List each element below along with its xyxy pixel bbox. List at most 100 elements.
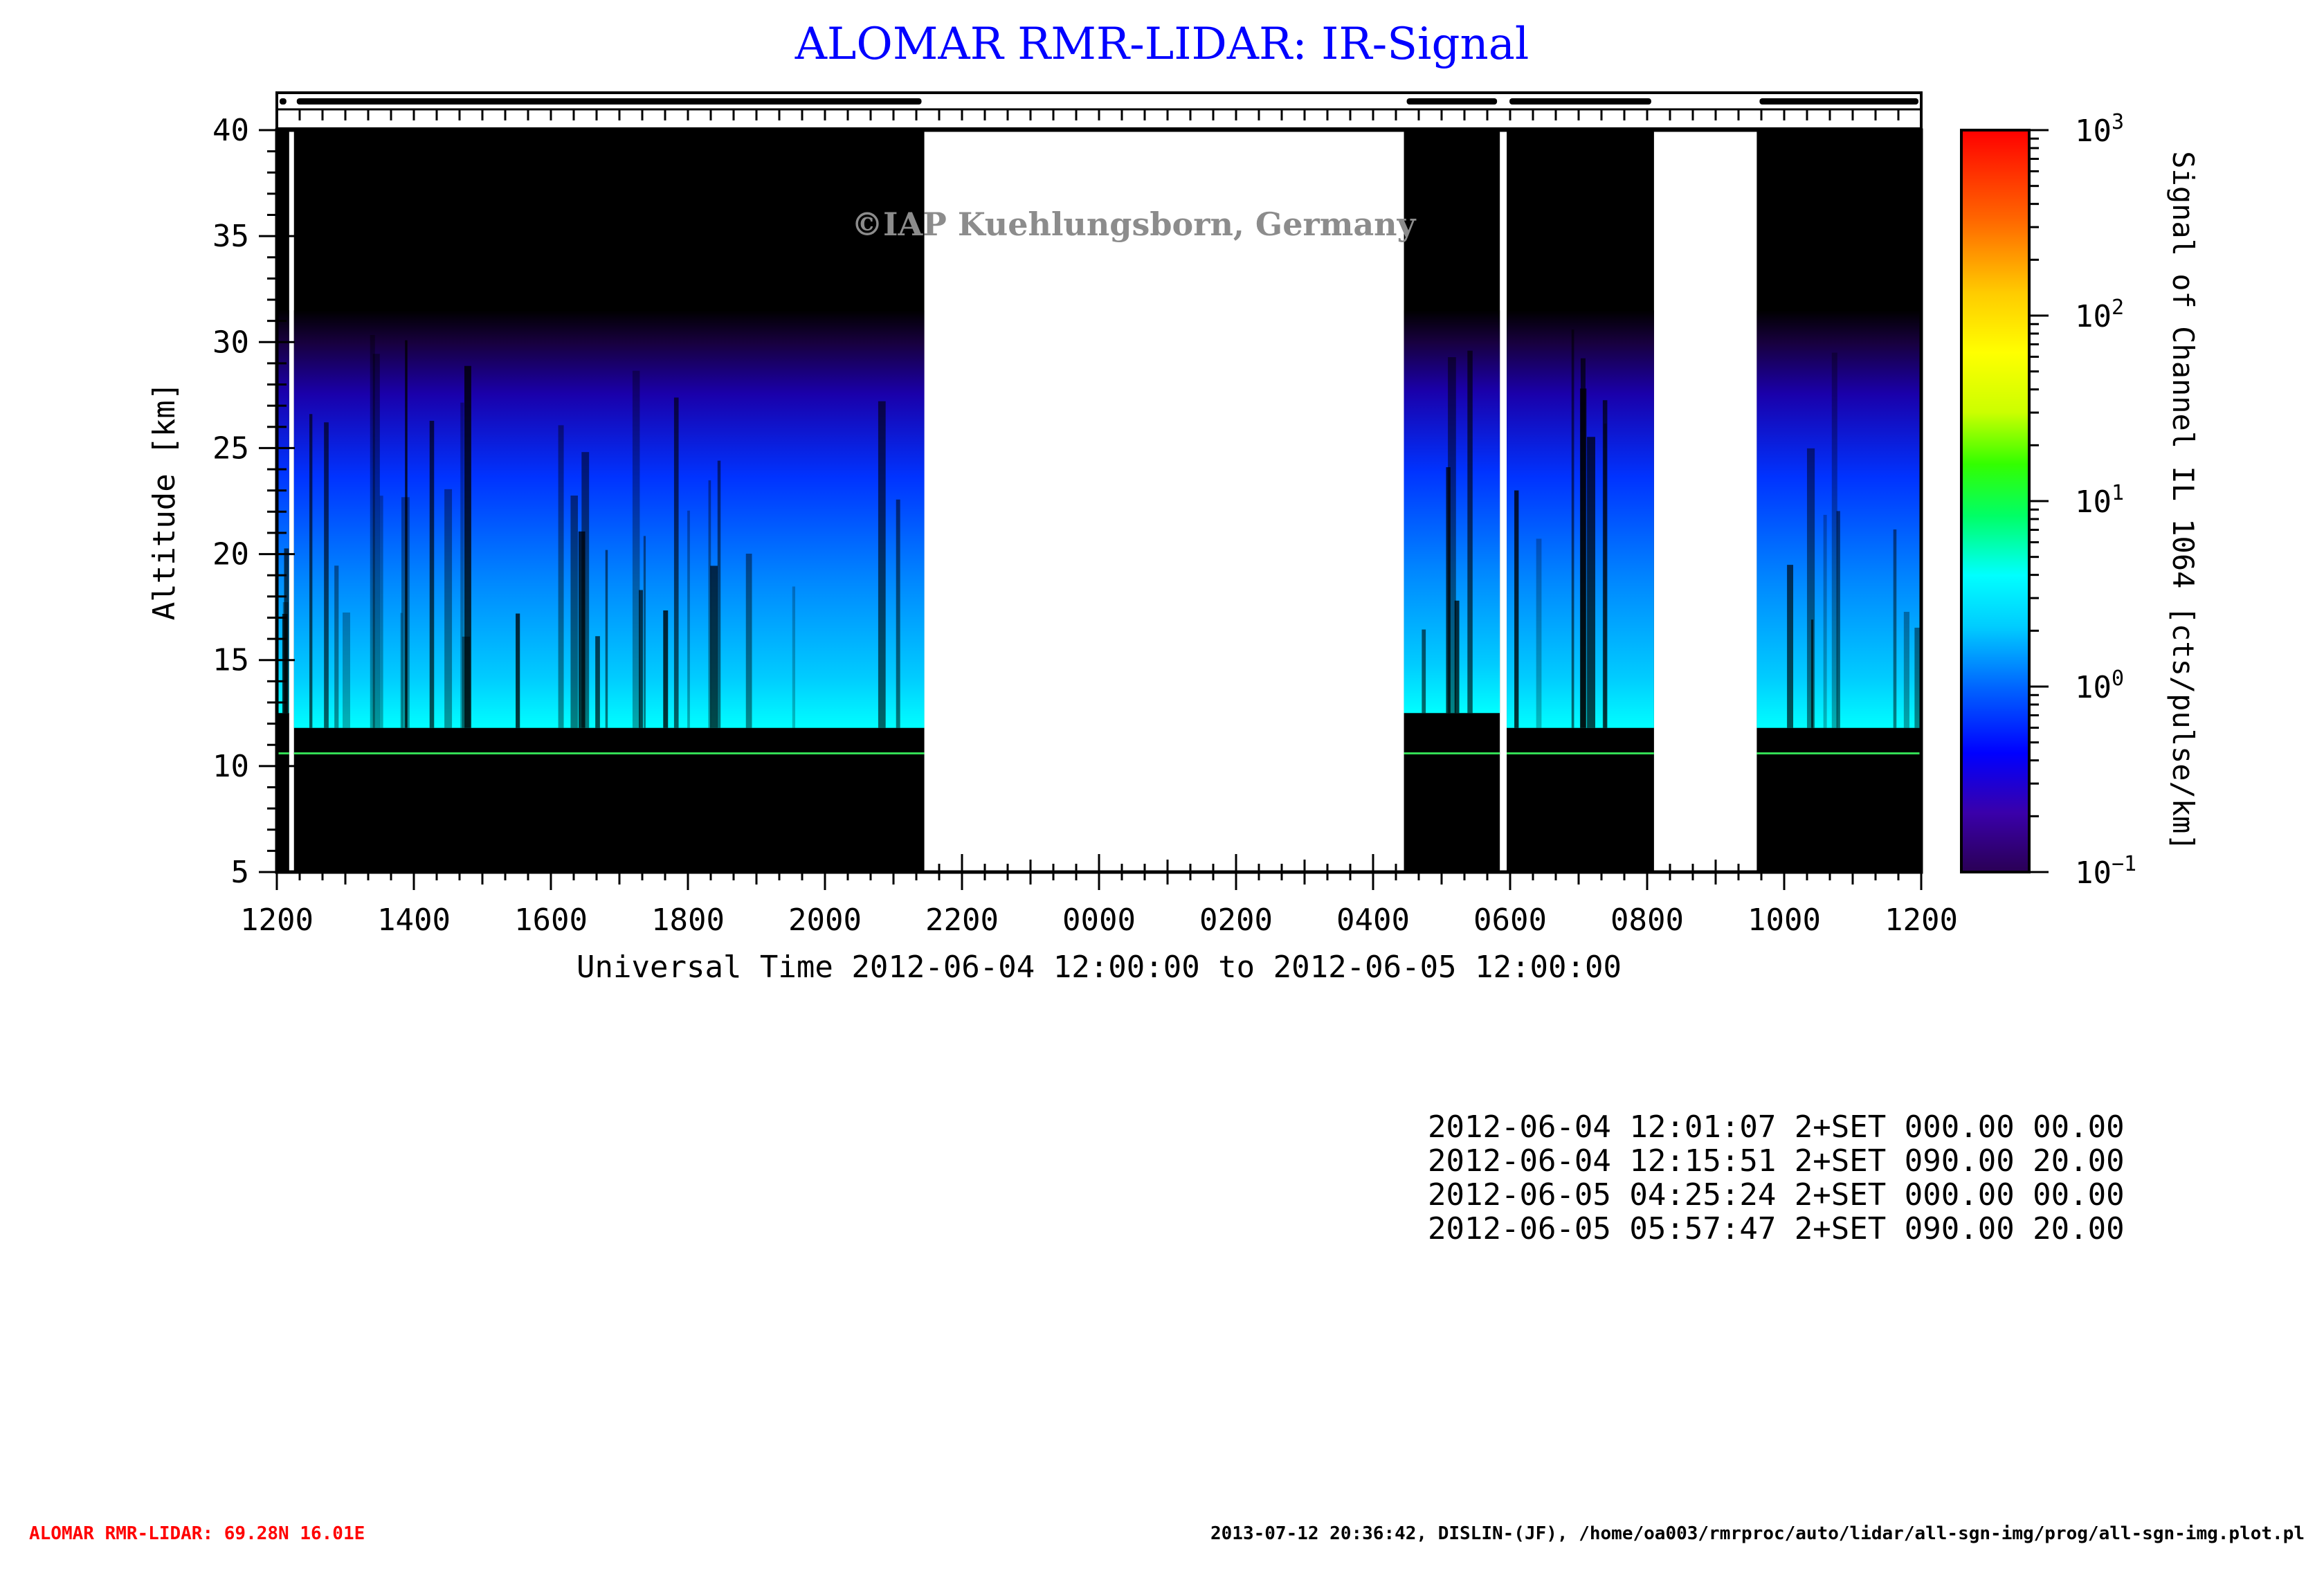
x-tick-label: 0400 [1336,903,1410,938]
colorbar-tick-label: 101 [2075,481,2124,520]
signal-streak [1602,400,1608,728]
coverage-bar [1406,98,1498,105]
signal-streak [570,496,578,728]
signal-band [1404,310,1500,714]
y-tick-label: 10 [212,749,249,784]
signal-streak [792,586,796,728]
signal-streak [1806,448,1815,728]
y-tick-label: 5 [231,855,250,890]
y-tick-label: 15 [212,643,249,678]
watermark: ©IAP Kuehlungsborn, Germany [851,206,1417,243]
y-axis-label: Altitude [km] [147,382,182,620]
signal-streak [878,401,886,728]
info-line: 2012-06-04 12:15:51 2+SET 090.00 20.00 [1428,1143,2125,1179]
signal-streak [460,402,464,728]
x-tick-label: 1400 [377,903,451,938]
signal-band [293,310,925,728]
signal-streak [462,636,471,728]
y-tick-label: 35 [212,219,249,254]
x-tick-label: 1200 [240,903,314,938]
y-tick-label: 30 [212,325,249,360]
y-axis: 5 10 15 20 25 30 35 40 [212,113,295,890]
footer-station: ALOMAR RMR-LIDAR: 69.28N 16.01E [29,1523,365,1544]
signal-streak [1536,538,1542,728]
x-tick-label: 0600 [1473,903,1547,938]
signal-streak [401,497,410,728]
x-tick-label: 0200 [1199,903,1273,938]
info-line: 2012-06-04 12:01:07 2+SET 000.00 00.00 [1428,1109,2125,1145]
y-tick-label: 25 [212,430,249,466]
signal-streak [632,370,640,728]
colorbar-tick-label: 100 [2075,666,2124,705]
signal-streak [708,480,711,728]
signal-streak [1810,619,1814,728]
signal-streak [1893,529,1897,728]
signal-streak [1604,424,1607,728]
signal-streak [1448,357,1456,714]
colorbar-ticks: 103 102 101 100 10−1 [2029,110,2136,891]
coverage-bar [1759,98,1918,105]
signal-streak [1831,352,1837,728]
signal-streak [1422,629,1426,714]
signal-streak [663,610,669,728]
signal-streak [405,340,408,728]
y-tick-label: 40 [212,113,249,148]
info-block: 2012-06-04 12:01:07 2+SET 000.00 00.00 2… [1428,1109,2125,1246]
signal-streak [379,496,383,728]
signal-streak [1903,612,1909,728]
signal-streak [464,365,471,728]
signal-streak [745,553,752,728]
signal-streak [643,536,646,728]
info-line: 2012-06-05 05:57:47 2+SET 090.00 20.00 [1428,1211,2125,1246]
signal-streak [1454,600,1460,714]
signal-streak [595,636,600,728]
signal-streak [1514,490,1519,728]
colorbar-tick-label: 10−1 [2075,852,2136,891]
x-tick-label: 1600 [514,903,588,938]
signal-streak [444,489,453,728]
signal-streak [370,335,375,728]
x-axis: 1200 1400 1600 1800 2000 2200 0000 0200 0400 0600… [240,854,1958,938]
x-tick-label: 1000 [1747,903,1821,938]
coverage-bar [296,98,922,105]
signal-streak [581,452,590,728]
signal-streak [558,425,564,728]
x-tick-label: 1800 [651,903,725,938]
signal-streak [284,548,289,714]
x-tick-label: 0800 [1610,903,1684,938]
signal-streak [400,613,403,728]
data-segments [277,130,1921,872]
signal-streak [717,460,721,728]
x-axis-label: Universal Time 2012-06-04 12:00:00 to 20… [577,950,1622,985]
chart-title: ALOMAR RMR-LIDAR: IR-Signal [795,19,1529,70]
x-tick-label: 1200 [1885,903,1958,938]
coverage-bars [280,98,1918,105]
signal-streak [324,422,329,728]
signal-streak [1836,511,1840,728]
signal-streak [710,565,718,728]
signal-streak [309,414,313,728]
signal-streak [1446,467,1451,714]
signal-streak [1580,358,1586,728]
signal-streak [1571,329,1574,728]
signal-streak [343,613,350,728]
y-tick-label: 20 [212,537,249,572]
signal-streak [1823,514,1827,728]
signal-streak [896,499,900,728]
signal-streak [1587,437,1595,728]
signal-streak [372,354,380,728]
coverage-bar [280,98,287,105]
signal-streak [673,397,679,728]
coverage-strip-ticks [275,109,1923,120]
signal-streak [429,420,435,728]
colorbar-tick-label: 103 [2075,110,2124,149]
x-tick-label: 2200 [925,903,999,938]
coverage-bar [1509,98,1651,105]
signal-streak [1787,565,1794,728]
colorbar [1961,130,2029,872]
signal-streak [687,510,690,728]
footer-metadata: 2013-07-12 20:36:42, DISLIN-(JF), /home/… [1210,1523,2305,1544]
x-tick-label: 2000 [788,903,862,938]
colorbar-label: Signal of Channel IL 1064 [cts/pulse/km] [2166,151,2200,851]
